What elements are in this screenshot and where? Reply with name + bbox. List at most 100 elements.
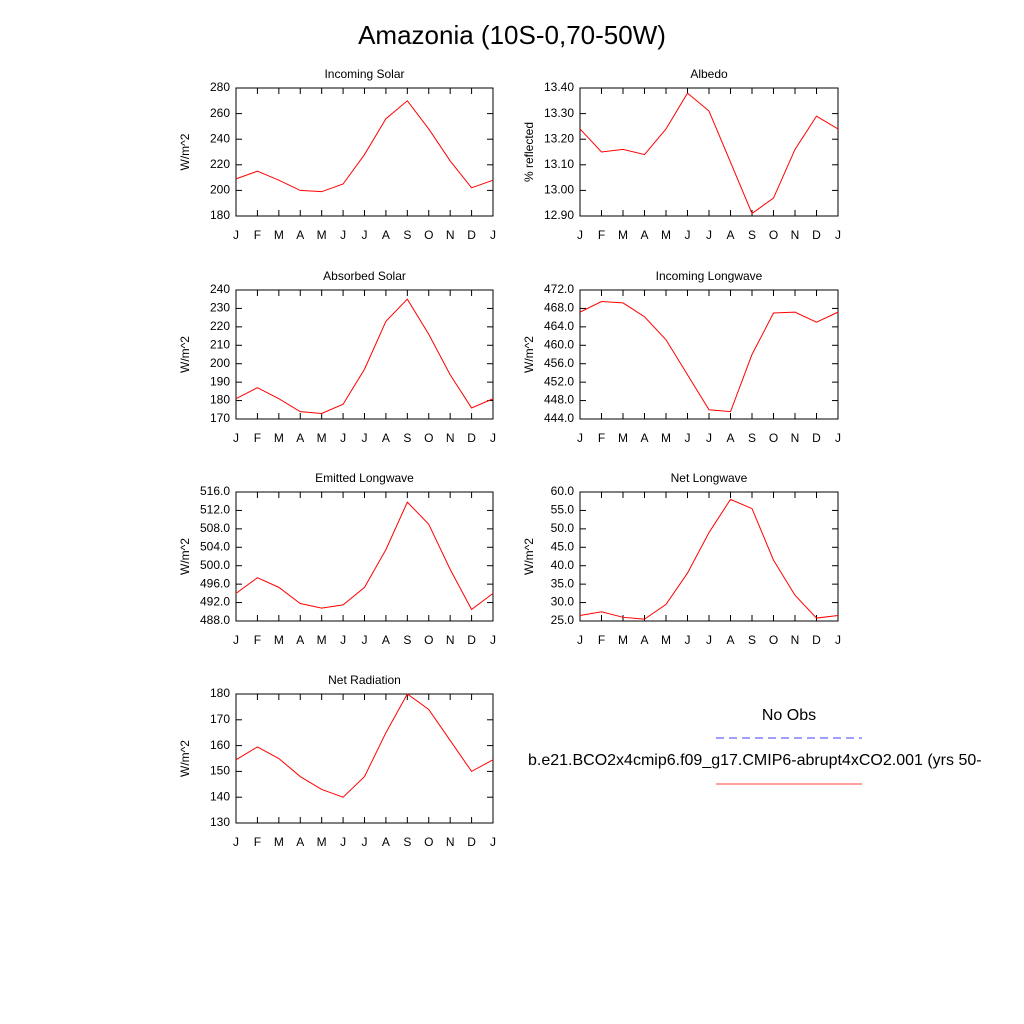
x-tick-label: D (812, 633, 821, 647)
x-tick-label: J (233, 431, 239, 445)
panel-title: Net Radiation (328, 673, 401, 687)
x-tick-label: A (382, 835, 390, 849)
y-tick-label: 150 (210, 764, 230, 778)
y-axis-title: W/m^2 (178, 740, 192, 777)
panel-title: Incoming Longwave (656, 269, 763, 283)
y-tick-label: 35.0 (551, 576, 575, 590)
x-tick-label: J (362, 633, 368, 647)
x-tick-label: J (685, 431, 691, 445)
x-tick-label: M (618, 228, 628, 242)
x-tick-label: O (424, 835, 433, 849)
x-tick-label: F (254, 835, 261, 849)
x-tick-label: D (467, 835, 476, 849)
x-tick-label: O (424, 228, 433, 242)
y-tick-label: 13.30 (544, 106, 574, 120)
y-tick-label: 55.0 (551, 503, 575, 517)
plot-frame (235, 289, 494, 420)
x-tick-label: A (726, 228, 734, 242)
x-tick-label: J (835, 228, 841, 242)
y-tick-label: 45.0 (551, 539, 575, 553)
x-tick-label: J (490, 228, 496, 242)
y-axis-title: W/m^2 (522, 538, 536, 575)
y-tick-label: 280 (210, 80, 230, 94)
y-tick-label: 170 (210, 411, 230, 425)
x-tick-label: J (685, 633, 691, 647)
y-tick-label: 456.0 (544, 356, 574, 370)
x-tick-label: J (233, 835, 239, 849)
y-tick-label: 500.0 (200, 558, 230, 572)
x-tick-label: J (706, 228, 712, 242)
x-tick-label: A (296, 431, 304, 445)
y-tick-label: 512.0 (200, 503, 230, 517)
x-tick-label: N (446, 633, 455, 647)
data-line (235, 100, 494, 193)
x-tick-label: J (362, 431, 368, 445)
x-tick-label: A (640, 633, 648, 647)
x-tick-label: J (233, 228, 239, 242)
x-tick-label: J (340, 431, 346, 445)
y-tick-label: 60.0 (551, 484, 575, 498)
plot-frame (579, 491, 839, 622)
y-axis-title: W/m^2 (178, 538, 192, 575)
y-tick-label: 504.0 (200, 539, 230, 553)
x-tick-label: N (791, 633, 800, 647)
panel-title: Incoming Solar (324, 67, 404, 81)
y-tick-label: 130 (210, 815, 230, 829)
x-tick-label: M (317, 633, 327, 647)
y-tick-label: 516.0 (200, 484, 230, 498)
x-tick-label: M (274, 431, 284, 445)
x-tick-label: J (340, 228, 346, 242)
data-line (235, 298, 494, 414)
y-tick-label: 472.0 (544, 282, 574, 296)
x-tick-label: A (296, 228, 304, 242)
x-tick-label: A (382, 633, 390, 647)
x-tick-label: S (403, 228, 411, 242)
y-tick-label: 220 (210, 157, 230, 171)
x-tick-label: N (446, 835, 455, 849)
y-tick-label: 492.0 (200, 595, 230, 609)
y-tick-label: 460.0 (544, 337, 574, 351)
x-tick-label: M (618, 431, 628, 445)
y-tick-label: 12.90 (544, 208, 574, 222)
y-tick-label: 230 (210, 301, 230, 315)
y-tick-label: 220 (210, 319, 230, 333)
y-axis-title: W/m^2 (178, 336, 192, 373)
y-tick-label: 200 (210, 183, 230, 197)
x-tick-label: D (467, 431, 476, 445)
panel-title: Absorbed Solar (323, 269, 406, 283)
x-tick-label: D (467, 228, 476, 242)
x-tick-label: M (274, 228, 284, 242)
x-tick-label: J (577, 228, 583, 242)
x-tick-label: F (598, 633, 605, 647)
x-tick-label: J (706, 431, 712, 445)
y-tick-label: 468.0 (544, 301, 574, 315)
x-tick-label: A (296, 835, 304, 849)
x-tick-label: M (317, 228, 327, 242)
x-tick-label: J (835, 431, 841, 445)
x-tick-label: F (254, 228, 261, 242)
plot-frame (235, 693, 494, 824)
y-tick-label: 180 (210, 686, 230, 700)
x-tick-label: J (362, 835, 368, 849)
x-tick-label: O (424, 431, 433, 445)
x-tick-label: M (274, 835, 284, 849)
y-tick-label: 13.40 (544, 80, 574, 94)
data-line (235, 501, 494, 611)
x-tick-label: N (446, 431, 455, 445)
x-tick-label: F (598, 431, 605, 445)
x-tick-label: M (661, 228, 671, 242)
x-tick-label: M (317, 431, 327, 445)
y-tick-label: 180 (210, 393, 230, 407)
plot-frame (579, 289, 839, 420)
x-tick-label: S (748, 228, 756, 242)
y-tick-label: 50.0 (551, 521, 575, 535)
x-tick-label: J (490, 633, 496, 647)
figure-title: Amazonia (10S-0,70-50W) (358, 20, 666, 50)
x-tick-label: J (233, 633, 239, 647)
x-tick-label: O (769, 431, 778, 445)
y-tick-label: 448.0 (544, 393, 574, 407)
data-line (235, 693, 494, 798)
y-tick-label: 464.0 (544, 319, 574, 333)
